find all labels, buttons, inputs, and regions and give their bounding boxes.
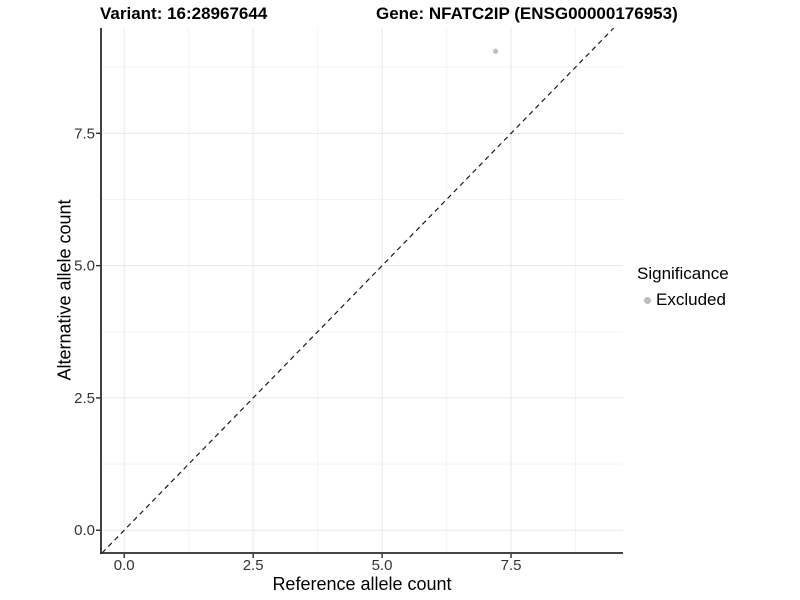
legend-title: Significance bbox=[637, 264, 729, 283]
x-tick-label: 2.5 bbox=[243, 557, 264, 574]
identity-dashed-line bbox=[101, 27, 615, 554]
plot-title-gene: Gene: NFATC2IP (ENSG00000176953) bbox=[376, 4, 678, 23]
y-tick-label: 5.0 bbox=[74, 258, 95, 275]
legend-item-label: Excluded bbox=[656, 290, 726, 309]
excluded-point-icon bbox=[644, 296, 651, 304]
legend-item-excluded: Excluded bbox=[637, 290, 729, 310]
x-tick-label: 5.0 bbox=[372, 557, 393, 574]
y-tick-label: 7.5 bbox=[74, 125, 95, 142]
data-point-excluded bbox=[492, 48, 499, 54]
x-tick-label: 0.0 bbox=[114, 557, 135, 574]
x-tick-label: 7.5 bbox=[501, 557, 522, 574]
y-tick-label: 0.0 bbox=[74, 522, 95, 539]
plot-title-variant: Variant: 16:28967644 bbox=[100, 4, 268, 23]
legend: Significance Excluded bbox=[637, 264, 729, 310]
y-axis-title: Alternative allele count bbox=[54, 199, 75, 381]
y-tick-label: 2.5 bbox=[74, 390, 95, 407]
x-axis-title: Reference allele count bbox=[272, 574, 452, 594]
